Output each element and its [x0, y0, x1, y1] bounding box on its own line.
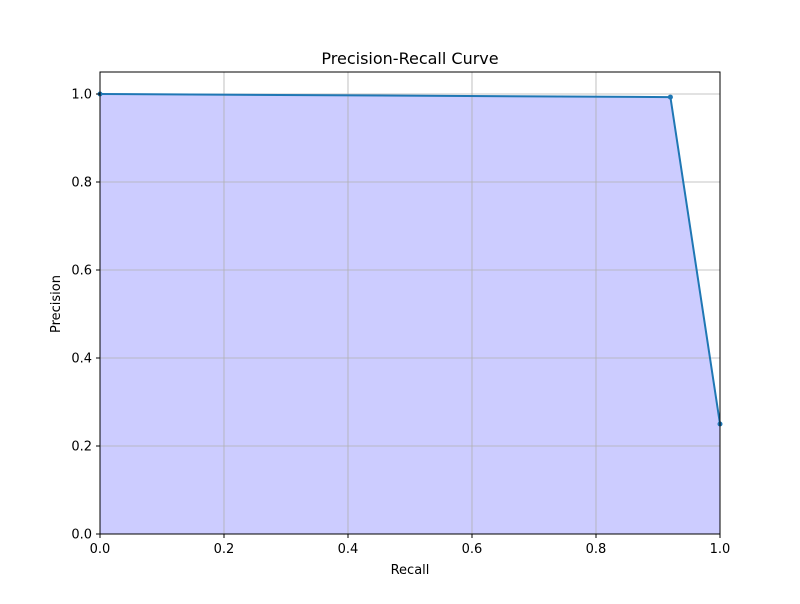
x-tick-label: 0.0 — [90, 542, 111, 557]
plot-frame — [99, 71, 721, 535]
data-point — [667, 94, 673, 100]
y-tick-label: 0.2 — [71, 440, 92, 455]
chart-title: Precision-Recall Curve — [321, 49, 498, 68]
y-axis-label: Precision — [49, 275, 64, 333]
x-tick-label: 0.6 — [462, 542, 483, 557]
area-layer — [100, 94, 720, 534]
x-tick-label: 0.8 — [586, 542, 607, 557]
x-tick-label: 1.0 — [710, 542, 731, 557]
x-tick-label: 0.4 — [338, 542, 359, 557]
x-axis-ticks: 0.0 0.2 0.4 0.6 0.8 1.0 — [90, 534, 731, 557]
y-tick-label: 1.0 — [71, 88, 92, 103]
grid-layer — [99, 72, 721, 535]
x-axis-label: Recall — [391, 563, 430, 578]
y-axis-ticks: 0.0 0.2 0.4 0.6 0.8 1.0 — [71, 88, 100, 543]
y-tick-label: 0.6 — [71, 264, 92, 279]
y-tick-label: 0.4 — [71, 352, 92, 367]
x-tick-label: 0.2 — [214, 542, 235, 557]
y-tick-label: 0.0 — [71, 528, 92, 543]
area-fill — [100, 94, 720, 534]
y-tick-label: 0.8 — [71, 176, 92, 191]
